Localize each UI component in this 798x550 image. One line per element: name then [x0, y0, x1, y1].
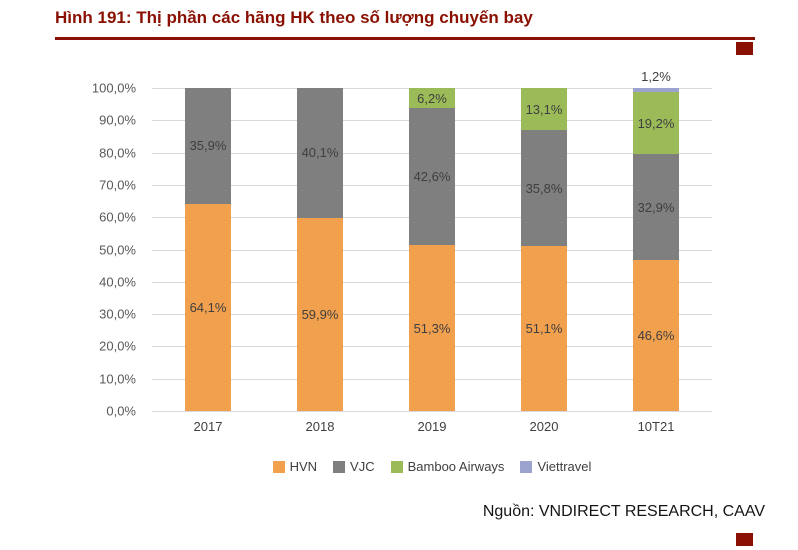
- bar-segment-vjc: 35,8%: [521, 130, 567, 246]
- legend: HVN VJC Bamboo Airways Viettravel: [112, 459, 752, 474]
- y-tick-label: 80,0%: [99, 145, 136, 161]
- bar-segment-vjc: 42,6%: [409, 108, 455, 246]
- data-label: 1,2%: [641, 69, 671, 85]
- x-axis: 2017 2018 2019 2020 10T21: [152, 419, 712, 434]
- data-label: 51,1%: [525, 320, 563, 336]
- bar-stack: 46,6% 32,9% 19,2% 1,2%: [633, 69, 679, 411]
- bar-segment-vjc: 32,9%: [633, 154, 679, 261]
- y-tick-label: 60,0%: [99, 209, 136, 225]
- gridline: [152, 411, 712, 412]
- bar-segment-hvn: 46,6%: [633, 260, 679, 411]
- y-tick-label: 100,0%: [91, 80, 136, 96]
- legend-label: HVN: [289, 459, 318, 474]
- data-label: 13,1%: [525, 101, 563, 117]
- legend-item-vjc: VJC: [333, 459, 375, 474]
- data-label: 51,3%: [413, 320, 451, 336]
- data-label: 64,1%: [189, 299, 227, 315]
- data-label: 32,9%: [637, 199, 675, 215]
- bar-stack: 51,1% 35,8% 13,1%: [521, 88, 567, 411]
- data-label: 35,8%: [525, 180, 563, 196]
- data-label: 40,1%: [301, 145, 339, 161]
- y-tick-label: 10,0%: [99, 371, 136, 387]
- legend-item-bamboo-airways: Bamboo Airways: [390, 459, 505, 474]
- bar-segment-hvn: 59,9%: [297, 217, 343, 411]
- bar-column-2019: 51,3% 42,6% 6,2%: [376, 88, 488, 411]
- bar-segment-hvn: 51,1%: [521, 245, 567, 411]
- data-label: 46,6%: [637, 328, 675, 344]
- decor-square-bottom: [736, 533, 753, 546]
- legend-item-viettravel: Viettravel: [520, 459, 591, 474]
- y-tick-label: 40,0%: [99, 274, 136, 290]
- bar-column-2020: 51,1% 35,8% 13,1%: [488, 88, 600, 411]
- y-tick-label: 20,0%: [99, 338, 136, 354]
- source-text: Nguồn: VNDIRECT RESEARCH, CAAV: [482, 503, 765, 520]
- legend-item-hvn: HVN: [272, 459, 318, 474]
- y-tick-label: 70,0%: [99, 177, 136, 193]
- data-label: 19,2%: [637, 115, 675, 131]
- bar-column-2017: 64,1% 35,9%: [152, 88, 264, 411]
- bar-stack: 51,3% 42,6% 6,2%: [409, 88, 455, 411]
- legend-swatch-icon: [333, 460, 346, 473]
- y-tick-label: 30,0%: [99, 306, 136, 322]
- bar-segment-bamboo-airways: 6,2%: [409, 88, 455, 108]
- bar-segment-hvn: 51,3%: [409, 245, 455, 411]
- legend-label: VJC: [350, 459, 375, 474]
- legend-label: Bamboo Airways: [407, 459, 505, 474]
- data-label: 42,6%: [413, 169, 451, 185]
- x-tick-label: 10T21: [637, 419, 675, 434]
- bar-segment-vjc: 40,1%: [297, 88, 343, 218]
- bar-column-10t21: 46,6% 32,9% 19,2% 1,2%: [600, 69, 712, 411]
- plot-area: 64,1% 35,9% 59,9% 40,1% 51,3% 42,6% 6,2% 51,1% 3…: [152, 69, 712, 412]
- legend-swatch-icon: [520, 460, 533, 473]
- x-tick-label: 2020: [529, 419, 559, 434]
- title-underline: [55, 37, 755, 40]
- bar-segment-hvn: 64,1%: [185, 203, 231, 411]
- data-label: 59,9%: [301, 306, 339, 322]
- y-axis: 100,0% 90,0% 80,0% 70,0% 60,0% 50,0% 40,0% 30,0…: [80, 81, 142, 419]
- legend-swatch-icon: [272, 460, 285, 473]
- legend-swatch-icon: [390, 460, 403, 473]
- bar-segment-bamboo-airways: 13,1%: [521, 88, 567, 131]
- bar-column-2018: 59,9% 40,1%: [264, 88, 376, 411]
- y-tick-label: 50,0%: [99, 242, 136, 257]
- decor-square-top: [736, 42, 753, 55]
- bars: 64,1% 35,9% 59,9% 40,1% 51,3% 42,6% 6,2% 51,1% 3…: [152, 69, 712, 411]
- x-tick-label: 2018: [305, 419, 335, 434]
- data-label: 6,2%: [417, 90, 447, 106]
- x-tick-label: 2017: [193, 419, 223, 434]
- y-tick-label: 90,0%: [99, 112, 136, 128]
- page-title: Hình 191: Thị phần các hãng HK theo số l…: [55, 8, 533, 27]
- bar-segment-viettravel: 1,2%: [633, 69, 679, 93]
- bar-stack: 59,9% 40,1%: [297, 88, 343, 411]
- bar-stack: 64,1% 35,9%: [185, 88, 231, 411]
- legend-label: Viettravel: [537, 459, 592, 474]
- y-tick-label: 0,0%: [106, 403, 136, 419]
- bar-segment-bamboo-airways: 19,2%: [633, 92, 679, 155]
- bar-segment-vjc: 35,9%: [185, 88, 231, 204]
- x-tick-label: 2019: [417, 419, 447, 434]
- data-label: 35,9%: [189, 138, 227, 154]
